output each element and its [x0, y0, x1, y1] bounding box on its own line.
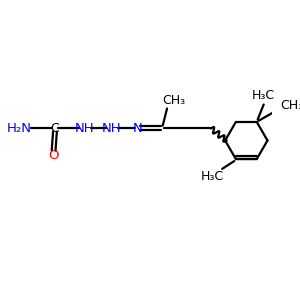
Text: NH: NH [75, 122, 94, 135]
Text: H₃C: H₃C [252, 88, 275, 101]
Text: N: N [133, 122, 142, 135]
Text: O: O [48, 149, 59, 162]
Text: CH₃: CH₃ [162, 94, 185, 107]
Text: C: C [51, 122, 59, 135]
Text: NH: NH [102, 122, 122, 135]
Text: CH₃: CH₃ [280, 99, 300, 112]
Text: H₂N: H₂N [7, 122, 32, 135]
Text: H₃C: H₃C [201, 170, 224, 183]
